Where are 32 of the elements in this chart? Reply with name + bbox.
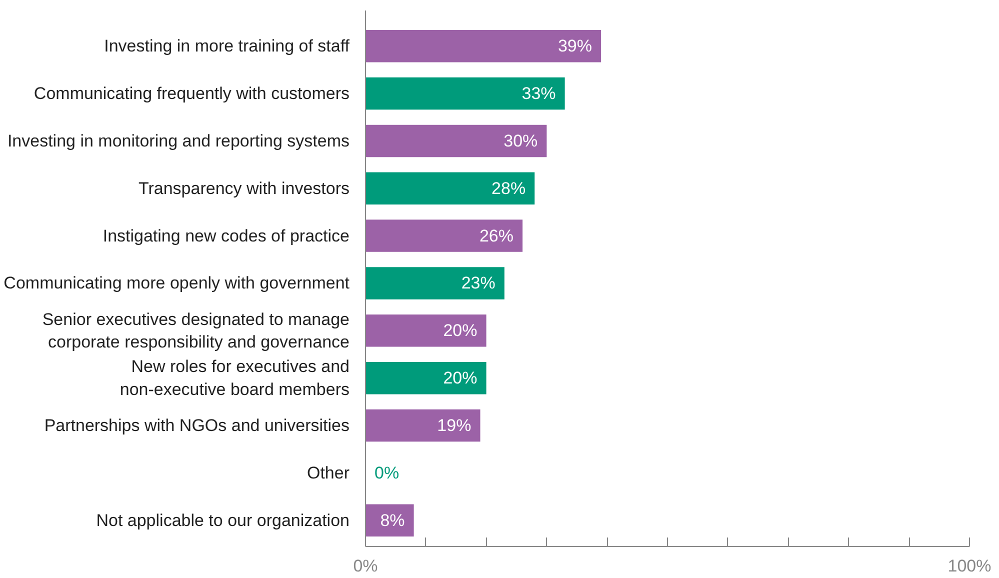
bar (366, 172, 535, 205)
data-label: 20% (443, 321, 478, 340)
bar (366, 77, 565, 110)
data-label: 0% (374, 463, 400, 482)
y-tick-label: New roles for executives and non-executive board members (120, 357, 350, 400)
data-label: 20% (443, 368, 478, 388)
y-tick-label: Instigating new codes of practice (102, 226, 350, 246)
bar (366, 220, 523, 252)
data-label: 28% (492, 178, 526, 198)
bar (366, 314, 486, 347)
data-label: 23% (461, 274, 496, 293)
x-tick-label: 100% (948, 556, 992, 576)
bar (366, 30, 602, 62)
y-tick-label: Partnerships with NGOs and universities (44, 416, 350, 436)
data-label: 30% (504, 131, 538, 150)
y-tick-label: Investing in more training of staff (104, 36, 350, 56)
data-label: 19% (437, 416, 472, 436)
data-label: 26% (479, 226, 514, 246)
y-tick-label: Not applicable to our organization (96, 510, 350, 530)
y-tick-label: Communicating more openly with government (4, 274, 350, 293)
data-label: 39% (558, 36, 592, 56)
bar (366, 409, 480, 442)
y-tick-label: Investing in monitoring and reporting systems (7, 131, 350, 150)
y-tick-label: Senior executives designated to manage corporate responsibility and governance (42, 310, 350, 352)
bar (366, 124, 547, 158)
y-tick-label: Transparency with investors (138, 178, 350, 198)
y-tick-label: Other (306, 463, 350, 482)
bar (366, 267, 504, 300)
data-label: 33% (522, 84, 556, 104)
y-tick-label: Communicating frequently with customers (34, 84, 350, 104)
data-label: 8% (380, 510, 405, 530)
bar (366, 362, 486, 394)
